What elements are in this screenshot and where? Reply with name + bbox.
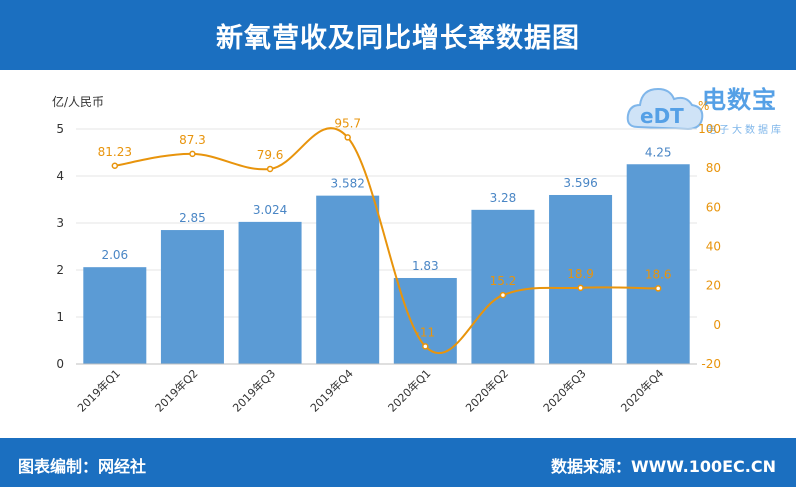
bar-data-label: 3.582 [331,177,365,191]
x-tick-label: 2020年Q1 [385,366,434,415]
y-left-tick-label: 5 [56,122,64,136]
line-point [577,284,584,292]
chart-area: 2.06 2.85 3.024 3.582 1.83 3.28 3.596 4.25 81.2… [0,70,796,438]
y-right-tick-label: 20 [706,279,721,293]
bar [471,209,535,364]
bar [549,194,613,364]
line-point [422,343,429,350]
cloud-icon: eDT [626,87,704,131]
bar-data-label: 3.596 [563,176,597,190]
y-right-tick-label: 40 [706,240,721,254]
bar [160,230,224,364]
header-bar: 新氧营收及同比增长率数据图 [0,0,796,70]
page-title: 新氧营收及同比增长率数据图 [216,22,580,54]
y-left-tick-label: 2 [56,263,64,277]
y-left-tick-label: 1 [56,310,64,324]
line-point [499,291,507,299]
bar [238,221,302,364]
y-right-tick-label: 60 [706,200,721,214]
line-point [266,165,274,173]
y-right-tick-label: 80 [706,161,721,175]
y-left-tick-label: 0 [56,357,64,371]
logo-subtitle: 电子大数据库 [706,125,784,136]
bar-data-label: 1.83 [412,259,439,273]
line-data-label: 18.9 [567,267,594,281]
bar-data-label: 2.06 [101,248,128,262]
footer-source: 数据来源：WWW.100EC.CN [550,457,776,476]
bar [393,277,457,364]
line-data-label: -11 [416,325,436,339]
footer-credit: 图表编制：网经社 [18,457,147,476]
x-tick-label: 2019年Q3 [230,366,279,415]
bar-data-label: 3.28 [490,191,517,205]
footer-bar: 图表编制：网经社 数据来源：WWW.100EC.CN [0,438,796,487]
line-point [654,285,662,292]
y-right-tick-label: 100 [698,122,721,136]
line-data-label: 81.23 [98,145,132,159]
y-left-tick-label: 4 [56,169,64,183]
bar-data-label: 3.024 [253,203,287,217]
y-right-tick-label: -20 [701,357,721,371]
logo-title: 电数宝 [702,86,777,114]
line-point [344,134,351,141]
x-tick-label: 2020年Q2 [463,366,512,415]
line-data-label: 87.3 [179,133,206,147]
x-tick-label: 2020年Q4 [618,366,667,415]
y-left-tick-label: 3 [56,216,64,230]
line-data-label: 79.6 [257,148,284,162]
axes: 0 1 2 3 4 5 -20 0 20 40 60 80 100 2019年Q1 2019年Q2 2019年… [56,122,721,415]
bar-data-label: 4.25 [645,145,672,159]
line-series: 81.23 87.3 79.6 95.7 -11 15.2 18.9 18.6 [98,116,672,355]
edt-logo: eDT 电数宝 电子大数据库 [626,75,796,139]
y-right-tick-label: 0 [713,318,721,332]
bar [83,267,147,364]
x-tick-label: 2019年Q1 [74,366,123,415]
logo-badge: eDT [640,104,684,128]
y-left-axis-label: 亿/人民币 [52,94,104,109]
x-tick-label: 2019年Q2 [152,366,201,415]
bar-data-label: 2.85 [179,211,206,225]
line-data-label: 18.6 [645,267,672,281]
bar [626,164,690,364]
combo-chart: 2.06 2.85 3.024 3.582 1.83 3.28 3.596 4.25 81.2… [52,94,721,415]
bar-series: 2.06 2.85 3.024 3.582 1.83 3.28 3.596 4.25 [83,145,690,364]
x-tick-label: 2020年Q3 [540,366,589,415]
line-data-label: 15.2 [490,274,517,288]
y-right-axis-label: % [698,99,709,113]
growth-line [114,127,659,355]
line-point [111,162,119,170]
x-tick-label: 2019年Q4 [307,366,356,415]
line-point [189,150,196,158]
bar [316,195,380,364]
line-data-label: 95.7 [334,116,361,130]
